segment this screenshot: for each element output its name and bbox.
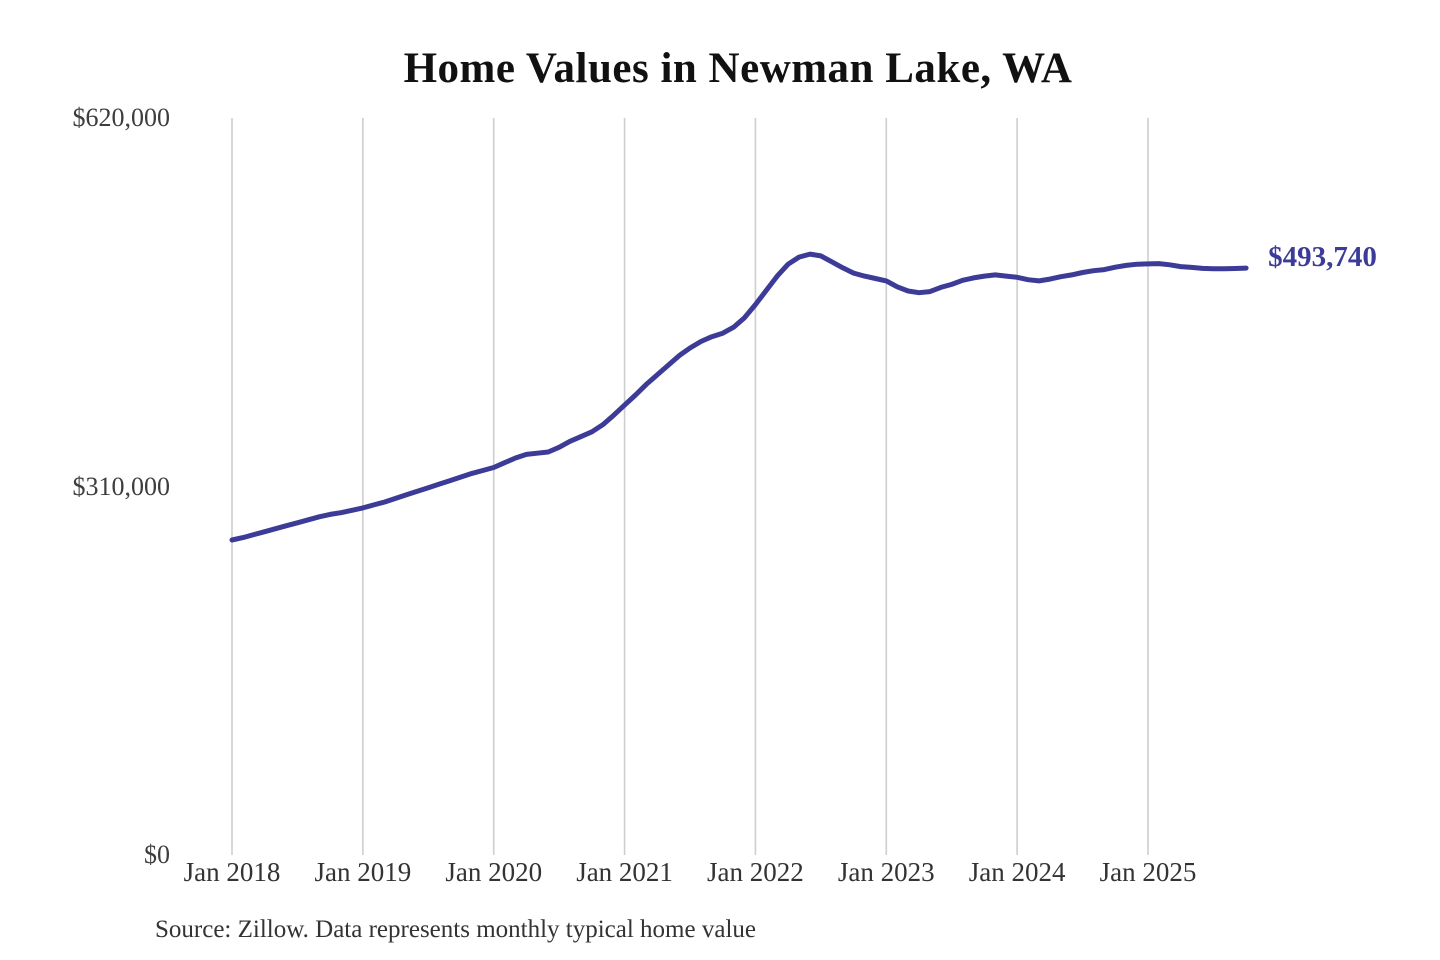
latest-value-label: $493,740 [1268, 241, 1377, 274]
gridlines [231, 118, 1149, 855]
x-tick-label: Jan 2018 [183, 857, 281, 887]
chart-title: Home Values in Newman Lake, WA [403, 45, 1073, 92]
x-tick-label: Jan 2020 [445, 857, 543, 887]
y-tick-label: $620,000 [72, 103, 171, 132]
x-tick-label: Jan 2022 [707, 857, 804, 887]
y-tick-label: $0 [144, 840, 170, 869]
source-note: Source: Zillow. Data represents monthly … [155, 916, 756, 943]
x-tick-label: Jan 2023 [837, 857, 935, 887]
x-tick-label: Jan 2019 [314, 857, 412, 887]
x-tick-label: Jan 2025 [1099, 857, 1197, 887]
x-tick-label: Jan 2021 [576, 857, 673, 887]
y-tick-label: $310,000 [72, 471, 171, 501]
x-tick-label: Jan 2024 [968, 857, 1066, 887]
value-line-series [229, 251, 1249, 543]
